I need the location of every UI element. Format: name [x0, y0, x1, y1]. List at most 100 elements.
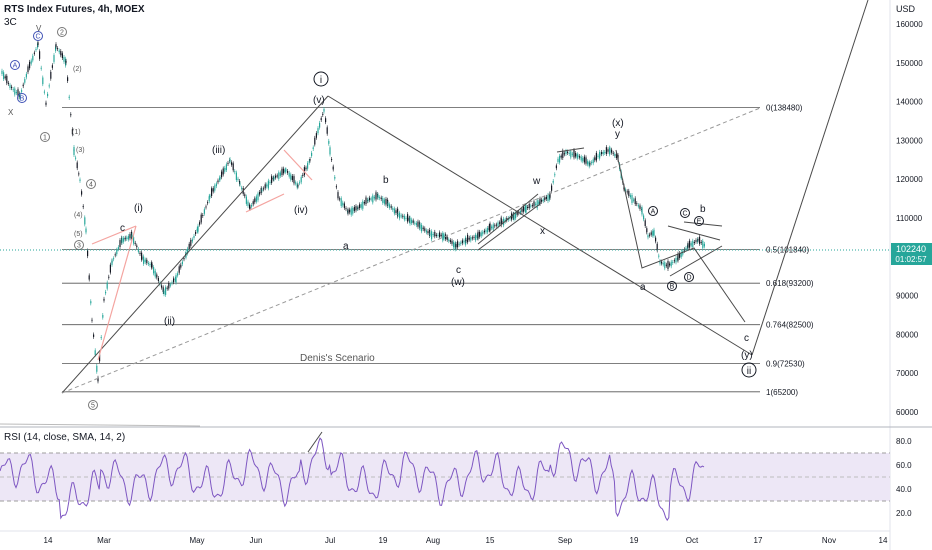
candle-body: [521, 208, 523, 212]
candle-body: [328, 140, 330, 144]
candle-body: [232, 163, 234, 171]
candle-body: [494, 225, 496, 227]
candle-body: [414, 222, 416, 224]
candle-body: [415, 223, 417, 226]
candle-body: [87, 250, 89, 257]
candle-body: [103, 298, 105, 301]
left-label-v: V: [36, 24, 42, 33]
triangle-lower[interactable]: [669, 245, 723, 277]
candle-body: [492, 224, 494, 230]
candle-body: [487, 227, 489, 233]
candle-body: [565, 150, 567, 154]
candle-body: [609, 148, 611, 153]
candle-body: [266, 184, 268, 187]
last-price-badge[interactable]: [891, 243, 932, 265]
candle-body: [697, 239, 699, 242]
fib-extension: [0, 423, 201, 427]
candle-body: [207, 202, 209, 204]
candle-body: [144, 259, 146, 263]
price-tick-7: 130000: [896, 136, 923, 145]
candle-body: [652, 231, 654, 236]
line-wave-i[interactable]: [61, 95, 329, 394]
time-tick-1: Mar: [97, 536, 111, 545]
candle-body: [516, 212, 518, 215]
candle-body: [369, 197, 371, 201]
candle-body: [397, 208, 399, 217]
rsi-line[interactable]: [0, 437, 705, 522]
currency-label: USD: [896, 4, 916, 14]
candle-body: [519, 210, 521, 213]
candle-body: [697, 239, 699, 241]
candle-body: [488, 225, 490, 231]
candle-body: [614, 154, 616, 156]
candle-body: [121, 238, 123, 243]
candle-body: [273, 177, 275, 180]
rsi-pane[interactable]: 20.0 40.0 60.0 80.0: [0, 431, 912, 522]
candle-body: [78, 173, 80, 175]
candle-body: [165, 287, 167, 295]
candle-body: [395, 210, 397, 214]
candle-body: [479, 231, 481, 237]
price-pane[interactable]: [0, 0, 890, 420]
elliott-lines[interactable]: [61, 0, 869, 394]
channel-lower[interactable]: [477, 203, 541, 251]
candle-body: [437, 234, 439, 236]
wave-D-label: D: [686, 275, 691, 282]
time-tick-2: May: [189, 536, 204, 545]
candle-body: [283, 168, 285, 174]
candle-body: [51, 65, 53, 68]
candle-body: [599, 151, 601, 159]
wave-C-label: C: [682, 211, 687, 218]
candle-body: [399, 212, 401, 219]
rsi-trendline[interactable]: [307, 431, 323, 453]
candle-body: [244, 194, 246, 197]
candle-body: [576, 154, 578, 159]
candle-body: [35, 49, 37, 51]
candle-body: [3, 72, 5, 80]
candle-body: [100, 337, 102, 339]
candle-body: [435, 234, 437, 236]
candle-body: [217, 180, 219, 183]
candle-body: [178, 266, 180, 273]
candle-body: [79, 179, 81, 181]
candle-body: [567, 151, 569, 154]
candle-body: [545, 196, 547, 199]
candle-body: [599, 153, 601, 155]
candle-body: [390, 206, 392, 208]
candle-body: [465, 239, 467, 241]
candle-body: [146, 259, 148, 264]
candle-body: [453, 242, 455, 248]
rsi-axis-ticks: 20.0 40.0 60.0 80.0: [896, 437, 912, 518]
candle-body: [84, 217, 86, 225]
time-tick-6: Aug: [426, 536, 440, 545]
line-projection-down[interactable]: [615, 149, 746, 323]
candle-body: [647, 235, 649, 238]
candle-body: [577, 155, 579, 157]
candle-body: [227, 162, 229, 165]
candle-body: [50, 71, 52, 79]
candle-body: [524, 207, 526, 211]
candle-body: [402, 215, 404, 217]
time-tick-9: 19: [630, 536, 639, 545]
candle-body: [129, 234, 131, 239]
candle-body: [601, 152, 603, 155]
candle-body: [605, 147, 607, 154]
candle-body: [264, 184, 266, 189]
wave-a1-label: a: [343, 241, 349, 252]
candle-body: [279, 172, 281, 176]
left-label-A: A: [13, 63, 18, 70]
triangle-upper[interactable]: [667, 225, 721, 241]
flag-top[interactable]: [556, 147, 585, 153]
channel-upper[interactable]: [477, 193, 539, 245]
candle-body: [591, 162, 593, 164]
candle-body: [75, 157, 77, 159]
line-wave-ii[interactable]: [327, 95, 753, 356]
candle-body: [377, 194, 379, 199]
line-projection-up[interactable]: [751, 0, 869, 356]
candle-body: [580, 156, 582, 161]
candle-body: [432, 234, 434, 236]
candle-body: [509, 217, 511, 219]
left-label-p3: (3): [76, 147, 85, 154]
candle-body: [326, 127, 328, 134]
